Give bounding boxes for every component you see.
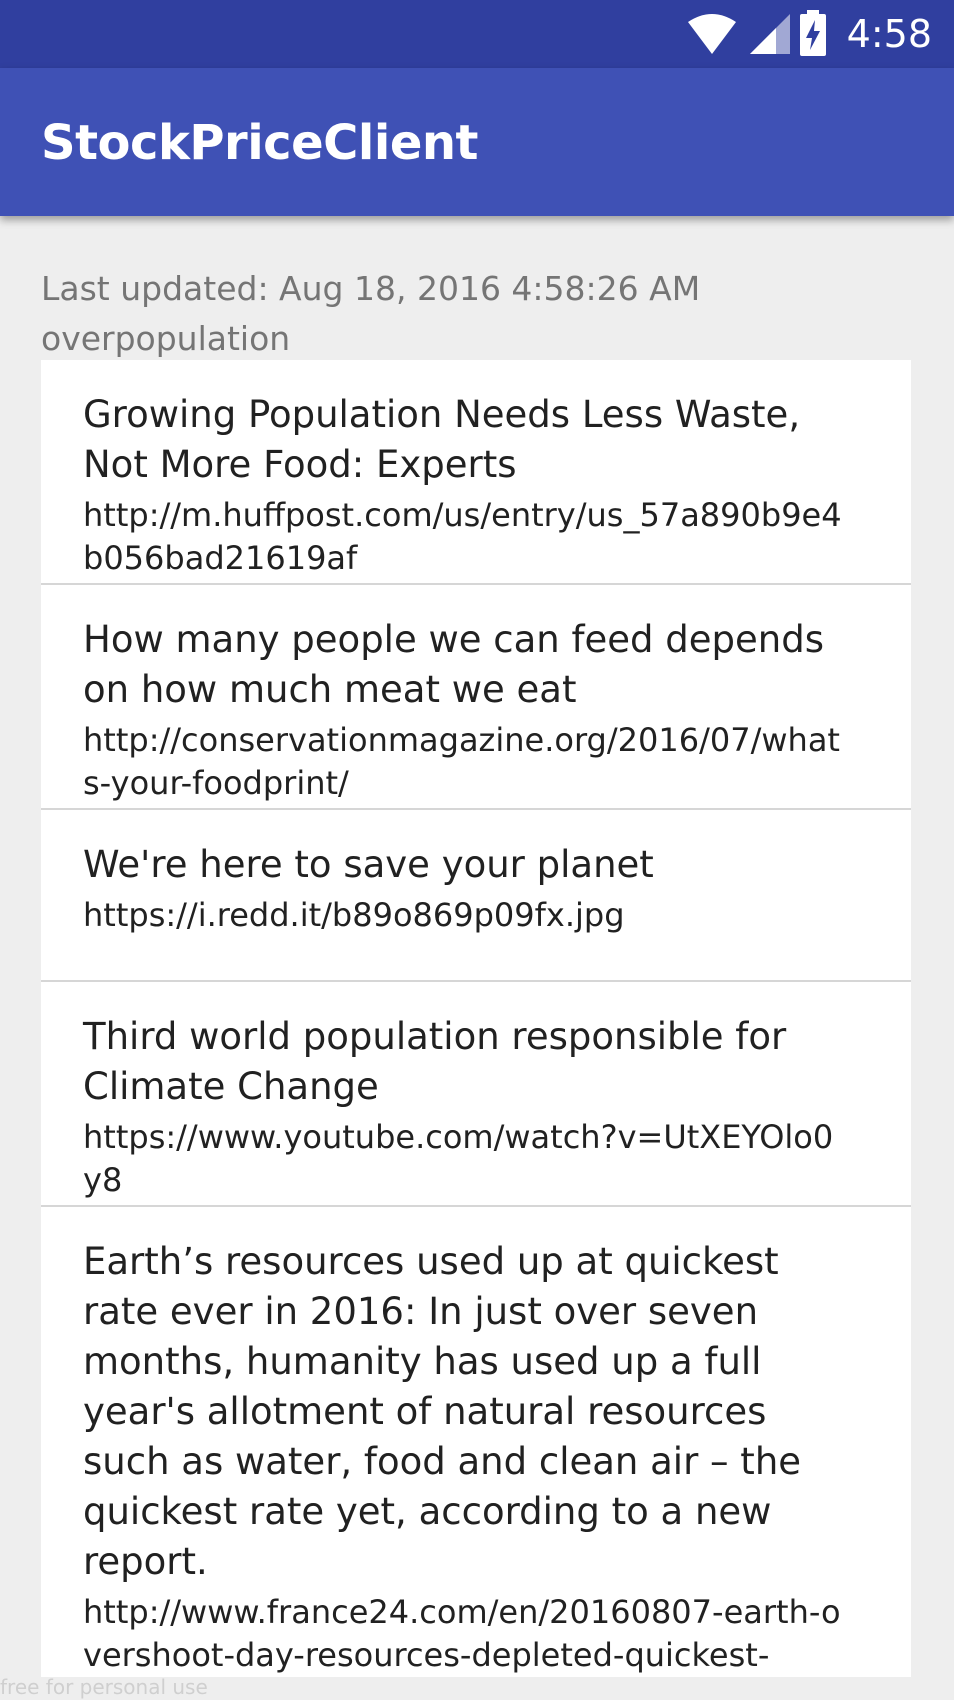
list-item-headline: Earth’s resources used up at quickest ra… — [83, 1240, 802, 1583]
list-item[interactable]: Growing Population Needs Less Waste, Not… — [41, 360, 911, 585]
wifi-icon — [688, 14, 736, 58]
list-item-url[interactable]: https://i.redd.it/b89o869p09fx.jpg — [83, 896, 625, 934]
main-content[interactable]: Last updated: Aug 18, 2016 4:58:26 AM ov… — [0, 216, 954, 1700]
list-item-url[interactable]: https://www.youtube.com/watch?v=UtXEYOlo… — [83, 1118, 834, 1199]
list-item[interactable]: Earth’s resources used up at quickest ra… — [41, 1207, 911, 1677]
list-item-headline: How many people we can feed depends on h… — [83, 618, 825, 711]
app-bar: StockPriceClient — [0, 68, 954, 216]
update-info: Last updated: Aug 18, 2016 4:58:26 AM ov… — [41, 264, 700, 364]
news-list[interactable]: Growing Population Needs Less Waste, Not… — [41, 360, 911, 1677]
list-item[interactable]: How many people we can feed depends on h… — [41, 585, 911, 810]
list-item-headline: Growing Population Needs Less Waste, Not… — [83, 393, 801, 486]
list-item-url[interactable]: http://conservationmagazine.org/2016/07/… — [83, 721, 840, 802]
list-item-url[interactable]: http://www.france24.com/en/20160807-eart… — [83, 1593, 841, 1674]
list-item-headline: Third world population responsible for C… — [83, 1015, 787, 1108]
watermark-text: free for personal use — [0, 1675, 208, 1699]
status-bar: 4:58 — [0, 0, 954, 68]
list-item-headline: We're here to save your planet — [83, 843, 654, 886]
list-item[interactable]: We're here to save your planet https://i… — [41, 810, 911, 982]
query-text: overpopulation — [41, 319, 291, 358]
cell-signal-icon — [750, 14, 790, 58]
list-item-url[interactable]: http://m.huffpost.com/us/entry/us_57a890… — [83, 496, 842, 577]
status-time: 4:58 — [846, 12, 932, 56]
list-item[interactable]: Third world population responsible for C… — [41, 982, 911, 1207]
battery-charging-icon — [800, 10, 826, 60]
app-title: StockPriceClient — [41, 115, 478, 171]
last-updated-text: Last updated: Aug 18, 2016 4:58:26 AM — [41, 269, 701, 308]
